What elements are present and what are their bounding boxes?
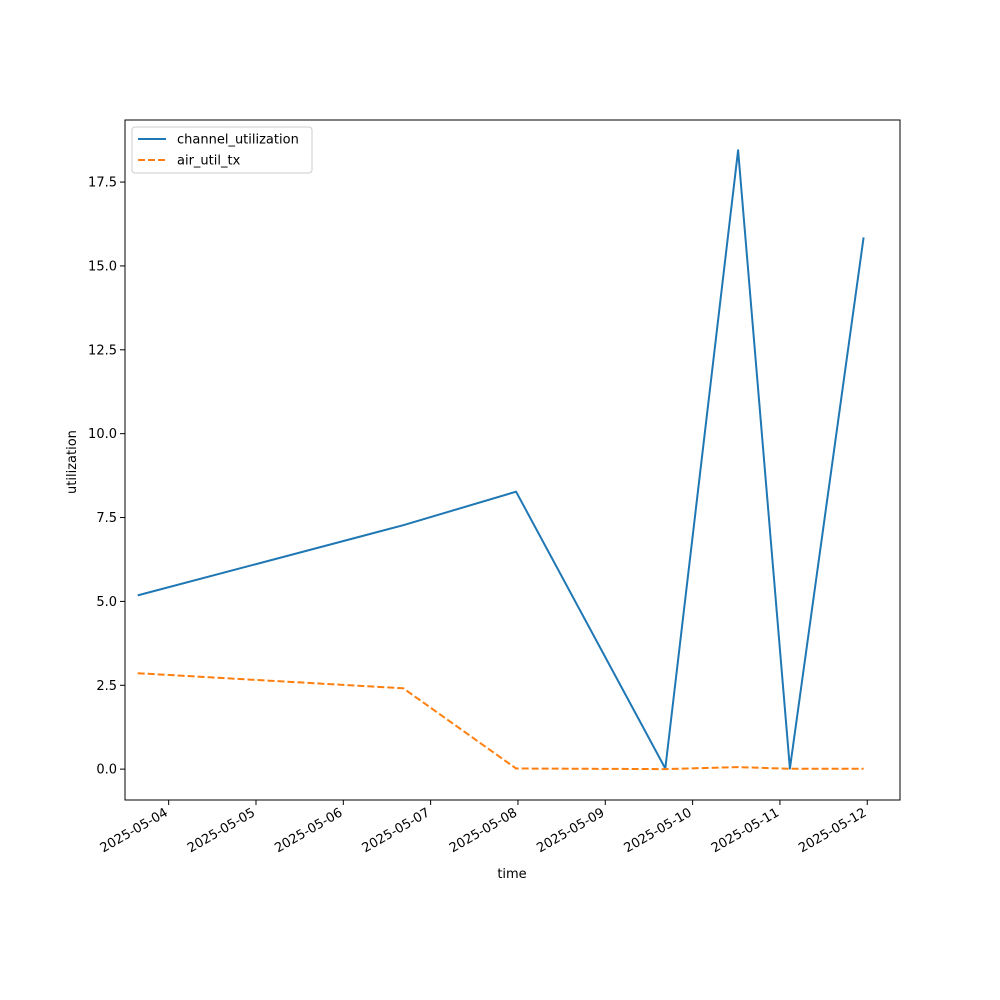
x-tick-label: 2025-05-07 bbox=[360, 805, 433, 856]
x-tick-label: 2025-05-08 bbox=[447, 805, 520, 856]
legend: channel_utilization air_util_tx bbox=[131, 126, 313, 174]
x-axis: 2025-05-04 2025-05-05 2025-05-06 2025-05-07… bbox=[98, 800, 869, 856]
series-line-2 bbox=[137, 672, 864, 771]
legend-box bbox=[131, 126, 313, 174]
x-tick-label: 2025-05-10 bbox=[622, 805, 695, 856]
x-tick-label: 2025-05-12 bbox=[796, 805, 869, 856]
y-tick-label: 2.5 bbox=[96, 679, 117, 694]
y-tick-label: 7.5 bbox=[96, 511, 117, 526]
x-tick-label: 2025-05-05 bbox=[185, 805, 258, 856]
y-tick-label: 0.0 bbox=[96, 763, 117, 778]
x-tick-label: 2025-05-11 bbox=[709, 805, 782, 856]
y-tick-label: 10.0 bbox=[88, 427, 117, 442]
y-tick-label: 15.0 bbox=[88, 259, 117, 274]
y-axis-label: utilization bbox=[65, 430, 80, 494]
series-lines bbox=[137, 149, 865, 771]
x-tick-label: 2025-05-09 bbox=[534, 805, 607, 856]
y-tick-label: 12.5 bbox=[88, 343, 117, 358]
y-tick-label: 5.0 bbox=[96, 595, 117, 610]
plot-frame bbox=[124, 119, 901, 801]
legend-label-2: air_util_tx bbox=[177, 154, 241, 169]
y-tick-label: 17.5 bbox=[88, 176, 117, 191]
y-axis: 0.0 2.5 5.0 7.5 10.0 12.5 15.0 17.5 bbox=[88, 176, 125, 778]
x-axis-label: time bbox=[497, 867, 526, 882]
series-line-1 bbox=[137, 149, 865, 770]
x-tick-label: 2025-05-04 bbox=[98, 805, 171, 856]
x-tick-label: 2025-05-06 bbox=[272, 805, 345, 856]
legend-label-1: channel_utilization bbox=[177, 133, 299, 148]
